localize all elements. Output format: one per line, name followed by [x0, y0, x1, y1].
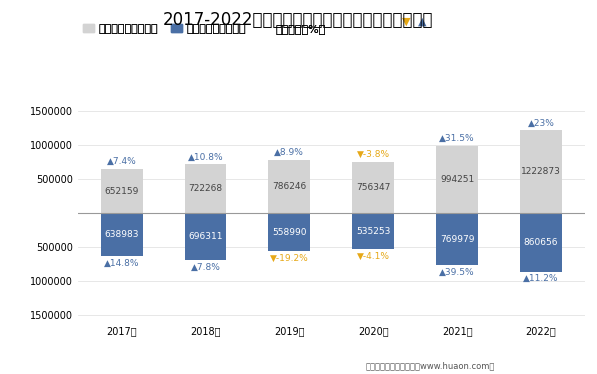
Bar	[184, 164, 226, 213]
Text: ▲39.5%: ▲39.5%	[439, 268, 475, 277]
Text: ▲23%: ▲23%	[528, 119, 555, 128]
Text: 860656: 860656	[524, 238, 558, 247]
Bar	[184, 213, 226, 260]
Bar	[269, 213, 310, 251]
Text: 652159: 652159	[104, 187, 139, 196]
Text: 638983: 638983	[104, 230, 139, 239]
Text: 769979: 769979	[440, 235, 475, 244]
Text: ▲31.5%: ▲31.5%	[439, 134, 475, 143]
Text: 756347: 756347	[356, 183, 390, 192]
Text: ▼-19.2%: ▼-19.2%	[270, 254, 309, 263]
Text: ▼: ▼	[402, 16, 410, 26]
Text: ▲11.2%: ▲11.2%	[524, 274, 559, 283]
Bar	[436, 146, 478, 213]
Text: 制图：华经产业研究院（www.huaon.com）: 制图：华经产业研究院（www.huaon.com）	[365, 361, 494, 370]
Text: ▲7.8%: ▲7.8%	[190, 263, 220, 272]
Bar	[352, 213, 394, 249]
Text: 994251: 994251	[440, 175, 474, 184]
Bar	[520, 130, 562, 213]
Text: ▲14.8%: ▲14.8%	[104, 259, 139, 268]
Text: ▼-3.8%: ▼-3.8%	[357, 150, 390, 159]
Legend: 进口总额（万美元）, 出口总额（万美元）, 同比增长（%）: 进口总额（万美元）, 出口总额（万美元）, 同比增长（%）	[78, 19, 330, 38]
Text: ▲8.9%: ▲8.9%	[275, 148, 304, 157]
Bar	[352, 162, 394, 213]
Bar	[101, 169, 143, 213]
Bar	[436, 213, 478, 266]
Text: ▲10.8%: ▲10.8%	[187, 153, 223, 162]
Text: 1222873: 1222873	[521, 167, 561, 176]
Text: ▲: ▲	[418, 16, 426, 26]
Text: 535253: 535253	[356, 227, 390, 236]
Text: 2017-2022年江西省外商投资企业进、出口额统计图: 2017-2022年江西省外商投资企业进、出口额统计图	[163, 11, 434, 29]
Bar	[101, 213, 143, 257]
Text: 558990: 558990	[272, 228, 307, 237]
Bar	[269, 160, 310, 213]
Text: 722268: 722268	[189, 184, 223, 193]
Text: ▲7.4%: ▲7.4%	[107, 157, 137, 166]
Text: ▼-4.1%: ▼-4.1%	[357, 252, 390, 261]
Bar	[520, 213, 562, 272]
Text: 696311: 696311	[188, 232, 223, 241]
Text: 786246: 786246	[272, 182, 306, 191]
